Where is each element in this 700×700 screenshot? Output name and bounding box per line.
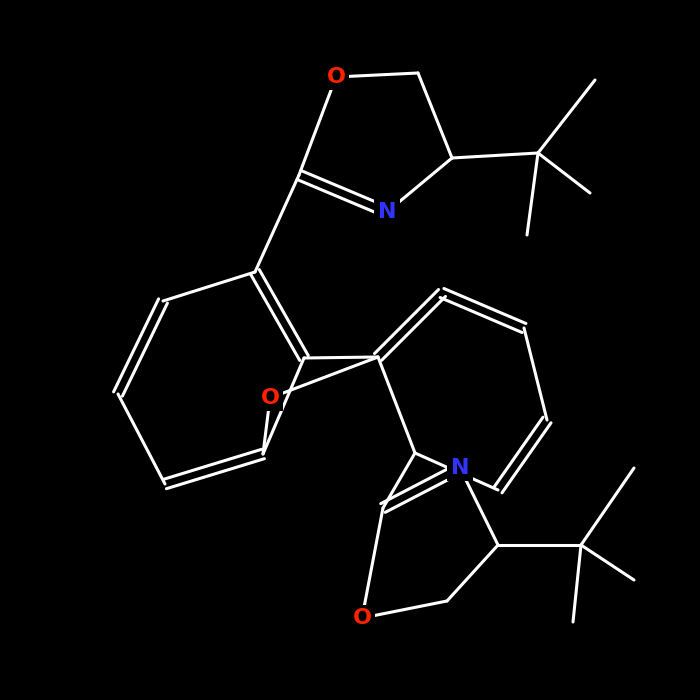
Text: N: N	[378, 202, 396, 222]
Text: O: O	[260, 388, 279, 408]
Text: O: O	[326, 67, 346, 87]
Text: N: N	[451, 458, 469, 478]
Text: O: O	[353, 608, 372, 628]
